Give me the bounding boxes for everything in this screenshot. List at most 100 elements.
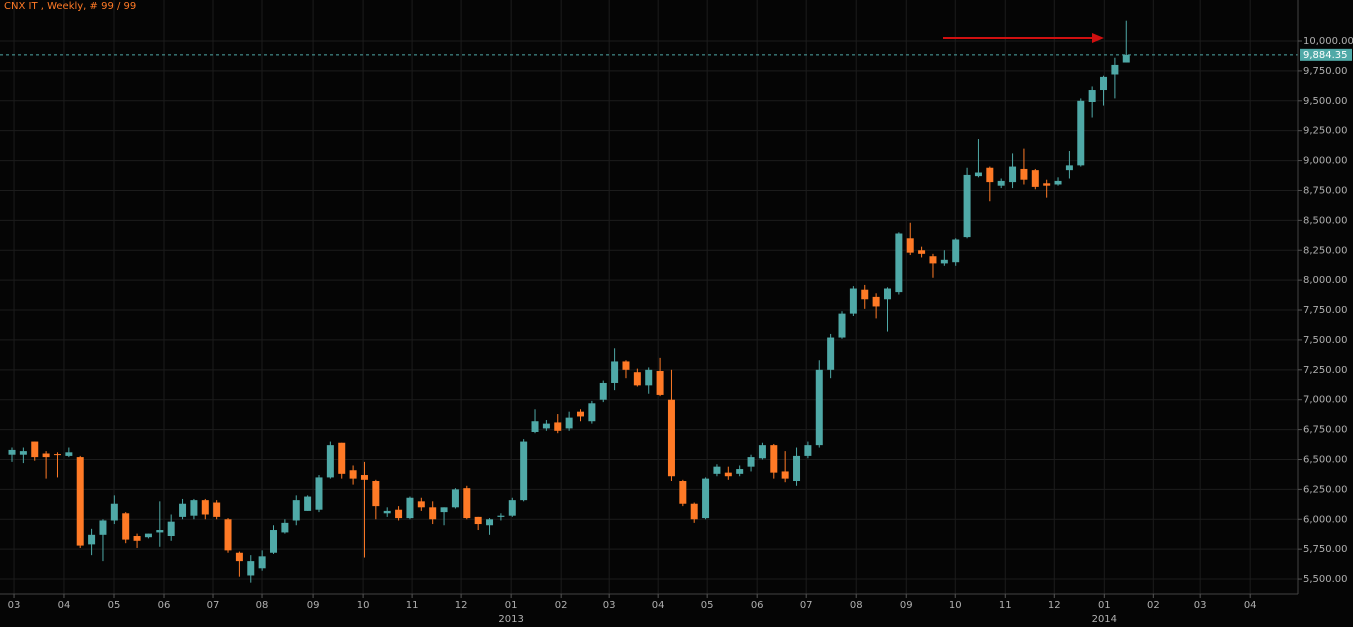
candle-body bbox=[554, 422, 562, 431]
x-tick-label: 08 bbox=[850, 600, 863, 611]
candle-body bbox=[190, 500, 198, 516]
candle-body bbox=[747, 457, 755, 467]
x-tick-label: 10 bbox=[357, 600, 370, 611]
candle-body bbox=[577, 411, 584, 417]
x-tick-label: 08 bbox=[256, 600, 269, 611]
candle-body bbox=[53, 454, 61, 456]
candle-body bbox=[383, 510, 391, 514]
x-tick-label: 10 bbox=[949, 600, 962, 611]
candle-body bbox=[122, 513, 130, 540]
x-tick-label: 03 bbox=[1194, 600, 1207, 611]
y-tick-label: 8,750.00 bbox=[1303, 185, 1348, 196]
candle-body bbox=[997, 180, 1005, 186]
candle-body bbox=[349, 470, 357, 479]
candle-body bbox=[497, 515, 505, 517]
candle-body bbox=[963, 174, 971, 238]
candle-body bbox=[417, 501, 425, 508]
candle-body bbox=[338, 442, 346, 474]
candle-body bbox=[793, 455, 801, 482]
candle-body bbox=[292, 500, 300, 521]
candle-body bbox=[144, 533, 152, 538]
y-tick-label: 6,250.00 bbox=[1303, 484, 1348, 495]
year-label: 2013 bbox=[498, 614, 523, 625]
x-tick-label: 02 bbox=[555, 600, 568, 611]
candle-body bbox=[1020, 168, 1028, 180]
candles bbox=[0, 20, 1298, 583]
candle-body bbox=[224, 519, 232, 551]
candle-body bbox=[838, 313, 846, 338]
candle-body bbox=[429, 507, 437, 520]
y-tick-label: 6,000.00 bbox=[1303, 514, 1348, 525]
x-tick-label: 02 bbox=[1147, 600, 1160, 611]
y-tick-label: 8,000.00 bbox=[1303, 275, 1348, 286]
candle-body bbox=[918, 250, 926, 254]
candle-body bbox=[440, 507, 448, 513]
candle-body bbox=[520, 441, 528, 501]
candle-body bbox=[645, 369, 653, 386]
y-tick-label: 7,500.00 bbox=[1303, 335, 1348, 346]
candle-body bbox=[179, 503, 187, 517]
candle-body bbox=[702, 478, 710, 519]
candle-body bbox=[872, 296, 880, 307]
x-tick-label: 05 bbox=[108, 600, 121, 611]
candle-body bbox=[542, 423, 550, 429]
candle-body bbox=[42, 453, 50, 458]
candle-body bbox=[1111, 64, 1119, 75]
candle-body bbox=[31, 441, 39, 458]
candle-body bbox=[167, 521, 175, 537]
y-tick-label: 9,500.00 bbox=[1303, 96, 1348, 107]
x-tick-label: 11 bbox=[406, 600, 419, 611]
candle-body bbox=[1088, 90, 1096, 102]
candle-body bbox=[65, 452, 73, 456]
y-tick-label: 8,500.00 bbox=[1303, 215, 1348, 226]
x-tick-label: 09 bbox=[900, 600, 913, 611]
candle-body bbox=[929, 256, 937, 264]
y-tick-label: 9,000.00 bbox=[1303, 156, 1348, 167]
candle-body bbox=[667, 399, 675, 477]
candle-body bbox=[406, 497, 414, 519]
y-tick-label: 5,750.00 bbox=[1303, 544, 1348, 555]
candle-body bbox=[724, 472, 732, 477]
candle-body bbox=[531, 421, 539, 432]
y-tick-label: 8,250.00 bbox=[1303, 245, 1348, 256]
candle-body bbox=[861, 289, 869, 300]
last-price-label: 9,884.35 bbox=[1303, 50, 1348, 61]
candle-body bbox=[88, 534, 96, 545]
year-label: 2014 bbox=[1092, 614, 1117, 625]
candle-body bbox=[270, 530, 278, 553]
candle-body bbox=[1009, 166, 1017, 183]
candle-body bbox=[8, 449, 16, 455]
axes: 5,500.00 5,750.00 6,000.00 6,250.00 6,500.00… bbox=[8, 36, 1353, 625]
candle-body bbox=[849, 288, 857, 314]
x-tick-label: 09 bbox=[307, 600, 320, 611]
candle-body bbox=[906, 238, 914, 253]
candle-body bbox=[986, 167, 994, 183]
x-tick-label: 07 bbox=[800, 600, 813, 611]
y-tick-label: 9,250.00 bbox=[1303, 126, 1348, 137]
candle-body bbox=[883, 288, 891, 300]
candle-body bbox=[19, 451, 27, 455]
y-tick-label: 5,500.00 bbox=[1303, 574, 1348, 585]
x-tick-label: 03 bbox=[8, 600, 21, 611]
candle-body bbox=[213, 502, 221, 517]
candle-body bbox=[281, 522, 289, 533]
candle-body bbox=[1031, 170, 1039, 187]
y-tick-label: 6,500.00 bbox=[1303, 454, 1348, 465]
candle-body bbox=[599, 382, 607, 400]
candle-body bbox=[770, 445, 778, 473]
x-tick-label: 12 bbox=[455, 600, 468, 611]
arrow-head bbox=[1092, 33, 1104, 43]
candle-body bbox=[736, 469, 744, 474]
x-tick-label: 04 bbox=[1244, 600, 1257, 611]
candle-body bbox=[633, 372, 641, 386]
candle-body bbox=[656, 371, 664, 395]
x-tick-label: 06 bbox=[158, 600, 171, 611]
candle-body bbox=[110, 503, 118, 521]
y-tick-label: 7,000.00 bbox=[1303, 395, 1348, 406]
candle-body bbox=[372, 481, 380, 507]
candle-body bbox=[952, 239, 960, 263]
candle-body bbox=[326, 445, 334, 478]
candle-body bbox=[713, 466, 721, 474]
candle-body bbox=[474, 516, 482, 525]
